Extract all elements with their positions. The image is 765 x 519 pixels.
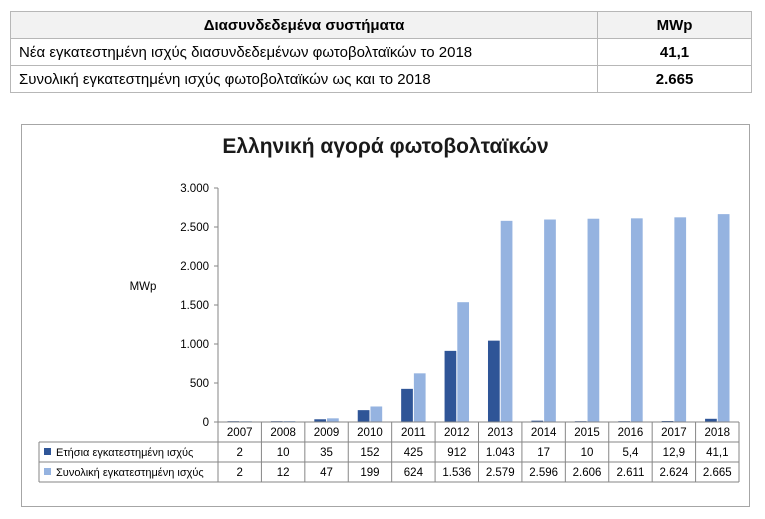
y-tick-label: 0 <box>203 417 209 429</box>
data-label: 2 <box>237 447 243 459</box>
bar-cumulative <box>630 218 643 422</box>
data-label: 41,1 <box>706 447 728 459</box>
bar-cumulative <box>413 373 426 422</box>
x-tick-label: 2009 <box>314 427 340 439</box>
legend-entry: Ετήσια εγκατεστημένη ισχύς <box>56 447 193 459</box>
bar-annual <box>531 420 544 422</box>
bar-annual <box>487 340 500 422</box>
bar-cumulative <box>370 406 383 422</box>
summary-row-label: Συνολική εγκατεστημένη ισχύς φωτοβολταϊκ… <box>9 65 599 93</box>
summary-table: Διασυνδεδεμένα συστήματα MWp Νέα εγκατεσ… <box>9 11 752 93</box>
x-tick-label: 2010 <box>357 427 383 439</box>
y-tick-label: 2.000 <box>180 261 209 273</box>
data-label: 2.606 <box>573 467 602 479</box>
y-tick-label: 500 <box>190 378 209 390</box>
data-label: 5,4 <box>622 447 639 459</box>
x-tick-label: 2008 <box>270 427 296 439</box>
legend-entry: Συνολική εγκατεστημένη ισχύς <box>56 467 204 479</box>
x-tick-label: 2015 <box>574 427 600 439</box>
data-label: 12 <box>277 467 290 479</box>
data-label: 35 <box>320 447 333 459</box>
summary-header-row: Διασυνδεδεμένα συστήματα MWp <box>9 11 752 39</box>
summary-header-unit: MWp <box>597 11 752 39</box>
summary-row-value: 2.665 <box>597 65 752 93</box>
x-tick-label: 2011 <box>401 427 426 439</box>
summary-row: Συνολική εγκατεστημένη ισχύς φωτοβολταϊκ… <box>9 65 752 93</box>
bar-annual <box>705 418 717 422</box>
bar-annual <box>444 350 457 422</box>
bar-annual <box>357 410 370 422</box>
data-label: 47 <box>320 467 333 479</box>
chart-frame: Ελληνική αγορά φωτοβολταϊκών 0 500 1.000 1.… <box>21 124 750 507</box>
data-label: 2 <box>237 467 243 479</box>
data-label: 1.043 <box>486 447 515 459</box>
x-tick-label: 2007 <box>227 427 253 439</box>
y-tick-label: 1.000 <box>180 339 209 351</box>
summary-row-label: Νέα εγκατεστημένη ισχύς διασυνδεδεμένων … <box>9 38 599 66</box>
data-label: 2.596 <box>529 467 558 479</box>
legend-swatch <box>44 468 51 475</box>
data-label: 624 <box>404 467 424 479</box>
x-tick-label: 2018 <box>704 427 730 439</box>
data-label: 2.611 <box>616 467 644 479</box>
chart-title: Ελληνική αγορά φωτοβολταϊκών <box>222 135 549 158</box>
y-tick-label: 3.000 <box>180 183 209 195</box>
summary-header-label: Διασυνδεδεμένα συστήματα <box>9 11 599 39</box>
summary-row-value: 41,1 <box>597 38 752 66</box>
bar-annual <box>314 419 327 422</box>
y-tick-label: 2.500 <box>180 222 209 234</box>
data-label: 2.624 <box>659 467 688 479</box>
x-tick-label: 2013 <box>487 427 513 439</box>
data-label: 1.536 <box>442 467 471 479</box>
data-label: 425 <box>404 447 423 459</box>
x-tick-label: 2014 <box>531 427 557 439</box>
chart-canvas: 0 500 1.000 1.500 2.000 2.500 3.000 MWp 2007 2008… <box>38 183 740 483</box>
bar-cumulative <box>544 219 556 422</box>
data-label: 10 <box>581 447 594 459</box>
bar-annual <box>401 388 413 422</box>
bar-cumulative <box>717 214 730 422</box>
data-label: 199 <box>360 467 379 479</box>
summary-row: Νέα εγκατεστημένη ισχύς διασυνδεδεμένων … <box>9 38 752 66</box>
bar-cumulative <box>500 220 513 422</box>
data-label: 2.579 <box>486 467 515 479</box>
x-tick-label: 2017 <box>661 427 687 439</box>
data-label: 12,9 <box>663 447 685 459</box>
bar-annual <box>661 420 674 422</box>
data-label: 152 <box>360 447 379 459</box>
data-label: 2.665 <box>703 467 732 479</box>
legend-swatch <box>44 448 51 455</box>
x-tick-label: 2012 <box>444 427 470 439</box>
bar-cumulative <box>674 217 687 422</box>
data-label: 17 <box>537 447 550 459</box>
bar-cumulative <box>587 218 600 422</box>
bar-cumulative <box>457 302 470 422</box>
x-tick-label: 2016 <box>618 427 644 439</box>
y-tick-label: 1.500 <box>180 300 209 312</box>
data-label: 912 <box>447 447 466 459</box>
y-axis-label: MWp <box>130 281 157 293</box>
data-label: 10 <box>277 447 290 459</box>
bar-cumulative <box>327 418 339 422</box>
